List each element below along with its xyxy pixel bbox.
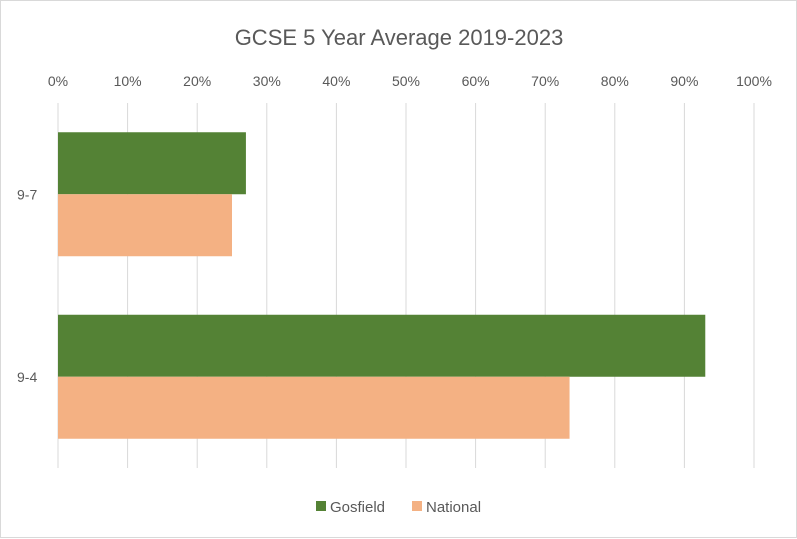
bars (58, 132, 706, 439)
legend-label-gosfield: Gosfield (330, 499, 385, 516)
y-category-label: 9-7 (17, 186, 37, 202)
bar-national-9-4 (58, 376, 570, 439)
bar-national-9-7 (58, 194, 232, 257)
x-tick-label: 100% (736, 73, 772, 89)
x-tick-label: 40% (322, 73, 350, 89)
x-tick-label: 80% (601, 73, 629, 89)
y-axis-categories: 9-7 9-4 (17, 186, 37, 385)
chart-title: GCSE 5 Year Average 2019-2023 (235, 25, 564, 50)
bar-gosfield-9-7 (58, 132, 246, 195)
x-tick-label: 50% (392, 73, 420, 89)
legend-swatch-national (412, 501, 422, 511)
y-category-label: 9-4 (17, 369, 37, 385)
x-tick-label: 70% (531, 73, 559, 89)
bar-gosfield-9-4 (58, 314, 706, 377)
x-tick-label: 90% (670, 73, 698, 89)
x-tick-label: 60% (462, 73, 490, 89)
legend-swatch-gosfield (316, 501, 326, 511)
x-tick-label: 10% (114, 73, 142, 89)
x-tick-label: 0% (48, 73, 68, 89)
x-tick-label: 30% (253, 73, 281, 89)
x-axis-ticks: 0% 10% 20% 30% 40% 50% 60% 70% 80% 90% 100% (48, 73, 772, 89)
legend: Gosfield National (316, 499, 481, 516)
x-tick-label: 20% (183, 73, 211, 89)
legend-label-national: National (426, 499, 481, 516)
